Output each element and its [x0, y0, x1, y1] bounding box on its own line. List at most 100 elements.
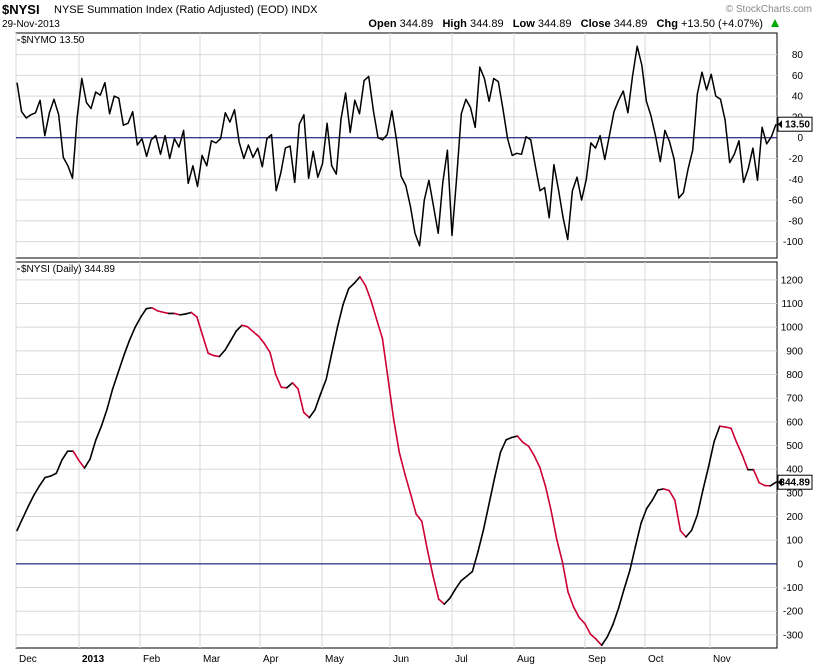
nymo-panel-title: $NYMO 13.50: [21, 35, 85, 46]
nysi-series-segment: [516, 435, 524, 444]
nysi-series-segment: [44, 475, 52, 479]
nysi-series-segment: [190, 311, 198, 318]
nysi-series-segment: [117, 354, 125, 374]
nysi-series-segment: [645, 499, 654, 510]
nysi-series-segment: [302, 411, 311, 419]
nysi-series-segment: [286, 382, 294, 389]
x-axis-label: Oct: [648, 654, 664, 665]
nymo-y-tick-label: -100: [783, 237, 803, 248]
nysi-y-tick-label: 600: [786, 417, 803, 428]
x-axis-label: Feb: [143, 654, 161, 665]
nysi-series-segment: [342, 287, 350, 306]
nymo-y-tick-label: -80: [789, 216, 804, 227]
nysi-series-segment: [420, 520, 429, 551]
chg-value: +13.50 (+4.07%): [680, 18, 763, 30]
nysi-y-tick-label: 300: [786, 488, 803, 499]
nysi-series-segment: [196, 316, 204, 337]
nysi-series-segment: [55, 459, 63, 475]
nysi-series-segment: [184, 311, 193, 315]
nysi-series-segment: [257, 335, 266, 345]
nysi-series-segment: [27, 494, 35, 508]
nysi-series-segment: [589, 633, 597, 640]
nysi-series-segment: [505, 436, 513, 441]
nymo-y-tick-label: -60: [789, 196, 804, 207]
close-value: 344.89: [613, 18, 648, 30]
nysi-series-segment: [364, 284, 373, 302]
x-axis-label: Apr: [263, 654, 279, 665]
nysi-series-segment: [713, 425, 721, 443]
nysi-series-segment: [347, 282, 356, 290]
nysi-series-segment: [78, 459, 86, 469]
nysi-series-segment: [398, 451, 406, 475]
nysi-series-segment: [482, 502, 491, 530]
nysi-series-segment: [201, 334, 209, 355]
nysi-series-segment: [527, 445, 536, 457]
nysi-series-segment: [415, 513, 423, 523]
nysi-y-tick-label: 500: [786, 441, 803, 452]
nysi-series-segment: [477, 528, 485, 553]
nymo-last-value-pointer: [778, 120, 782, 129]
nysi-series-segment: [179, 313, 187, 316]
nysi-series-segment: [274, 373, 283, 389]
x-axis-label: Aug: [517, 654, 535, 665]
nysi-series-segment: [690, 514, 699, 532]
exchange-label: INDX: [291, 4, 318, 16]
nysi-series-segment: [241, 324, 249, 328]
nymo-title-value: 13.50: [57, 35, 85, 46]
nysi-series-segment: [128, 326, 136, 342]
nysi-series-segment: [139, 307, 148, 319]
nysi-series-segment: [718, 425, 727, 428]
symbol-description: NYSE Summation Index (Ratio Adjusted) (E…: [54, 4, 289, 16]
nysi-y-tick-label: 700: [786, 394, 803, 405]
x-axis-label: Nov: [713, 654, 731, 665]
x-axis-label: Dec: [19, 654, 37, 665]
nysi-series-segment: [61, 450, 69, 461]
nysi-series-segment: [106, 388, 114, 411]
nysi-series-segment: [297, 388, 305, 414]
nysi-last-value-pointer: [778, 478, 782, 487]
nysi-series-segment: [162, 311, 170, 315]
x-axis-label: May: [325, 654, 344, 665]
nysi-series-segment: [263, 342, 271, 354]
nysi-series-segment: [460, 575, 468, 582]
nysi-series-segment: [325, 352, 333, 381]
nysi-series-segment: [392, 418, 401, 454]
nysi-series-segment: [331, 326, 339, 354]
nysi-series-segment: [246, 325, 254, 333]
nymo-y-tick-label: 40: [792, 92, 804, 103]
nysi-series-segment: [465, 570, 474, 577]
nysi-series-segment: [724, 426, 732, 430]
nysi-series-segment: [291, 382, 299, 390]
nysi-series-segment: [640, 507, 648, 524]
nysi-series-segment: [702, 466, 710, 491]
nysi-series-segment: [499, 439, 507, 453]
nysi-series-segment: [151, 306, 159, 312]
nysi-series-segment: [488, 475, 496, 504]
nysi-title-value: 344.89: [82, 264, 116, 275]
nymo-y-tick-label: 60: [792, 71, 804, 82]
nysi-y-tick-label: -200: [783, 607, 803, 618]
nysi-series-segment: [134, 316, 142, 329]
nysi-series-segment: [336, 303, 344, 328]
nysi-y-tick-label: 200: [786, 512, 803, 523]
nysi-series-segment: [629, 545, 637, 572]
nysi-series-segment: [173, 312, 181, 316]
nysi-series-segment: [685, 529, 693, 538]
nysi-series-segment: [218, 349, 226, 358]
nysi-y-tick-label: 1200: [781, 275, 804, 286]
nysi-series-segment: [617, 587, 626, 609]
nysi-series-segment: [668, 489, 676, 501]
nymo-panel: 806040200-20-40-60-80-100$NYMO 13.5013.5…: [15, 32, 813, 259]
x-axis-label: Jun: [393, 654, 409, 665]
close-label: Close: [580, 18, 611, 30]
nysi-series-segment: [696, 489, 704, 516]
nysi-series-segment: [83, 458, 91, 469]
nysi-series-segment: [308, 408, 316, 419]
nysi-series-segment: [758, 481, 766, 487]
nysi-series-segment: [651, 489, 659, 502]
nysi-series-segment: [387, 377, 395, 421]
chart-date: 29-Nov-2013: [2, 19, 60, 30]
nysi-y-tick-label: 1100: [781, 299, 803, 310]
nysi-series-segment: [370, 300, 378, 321]
nysi-series-segment: [426, 549, 434, 577]
